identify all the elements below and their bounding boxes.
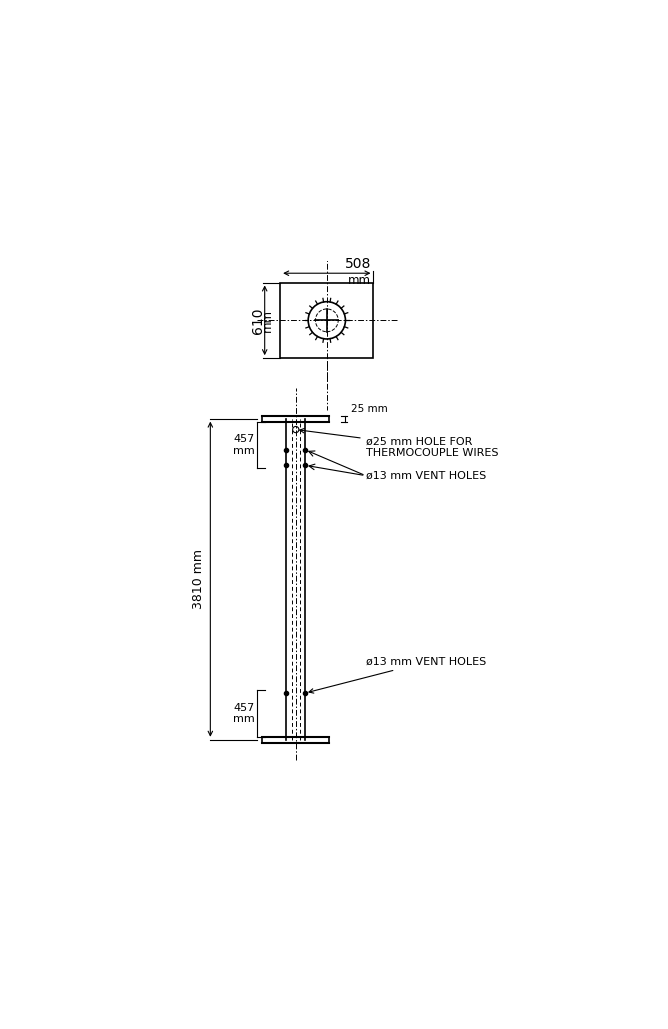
Bar	[281, 283, 373, 358]
Text: ø13 mm VENT HOLES: ø13 mm VENT HOLES	[365, 470, 486, 481]
Text: 457
mm: 457 mm	[232, 434, 255, 456]
Text: mm: mm	[261, 309, 274, 331]
Text: 25 mm: 25 mm	[351, 404, 388, 414]
Text: ø13 mm VENT HOLES: ø13 mm VENT HOLES	[309, 657, 486, 694]
Text: mm: mm	[348, 275, 371, 287]
Text: ø25 mm HOLE FOR
THERMOCOUPLE WIRES: ø25 mm HOLE FOR THERMOCOUPLE WIRES	[300, 428, 498, 458]
Text: 3810 mm: 3810 mm	[192, 549, 205, 609]
Text: 508: 508	[345, 256, 371, 271]
Text: 610: 610	[251, 307, 265, 333]
Text: 457
mm: 457 mm	[232, 703, 255, 724]
